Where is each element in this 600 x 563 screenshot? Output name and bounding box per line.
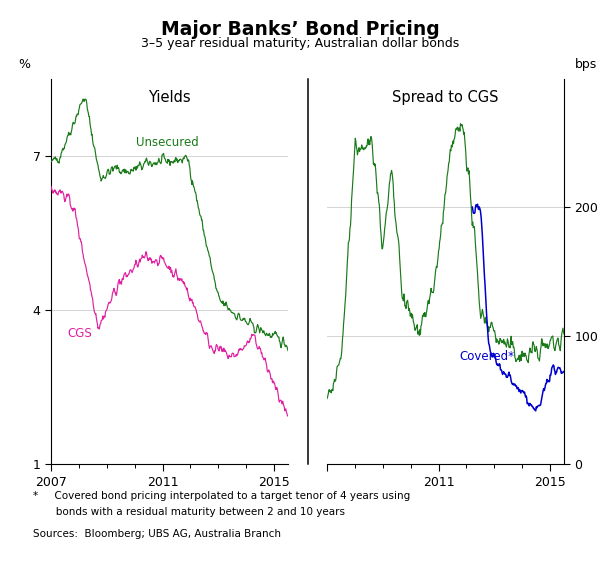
Text: Covered*: Covered* xyxy=(460,350,515,363)
Text: *     Covered bond pricing interpolated to a target tenor of 4 years using: * Covered bond pricing interpolated to a… xyxy=(33,491,410,501)
Text: Major Banks’ Bond Pricing: Major Banks’ Bond Pricing xyxy=(161,20,439,39)
Text: Spread to CGS: Spread to CGS xyxy=(392,91,499,105)
Text: Unsecured: Unsecured xyxy=(136,136,199,149)
Text: CGS: CGS xyxy=(68,327,92,340)
Text: Sources:  Bloomberg; UBS AG, Australia Branch: Sources: Bloomberg; UBS AG, Australia Br… xyxy=(33,529,281,539)
Text: %: % xyxy=(18,58,30,71)
Text: Yields: Yields xyxy=(148,91,191,105)
Text: 3–5 year residual maturity; Australian dollar bonds: 3–5 year residual maturity; Australian d… xyxy=(141,37,459,50)
Text: bonds with a residual maturity between 2 and 10 years: bonds with a residual maturity between 2… xyxy=(33,507,345,517)
Text: bps: bps xyxy=(575,58,597,71)
